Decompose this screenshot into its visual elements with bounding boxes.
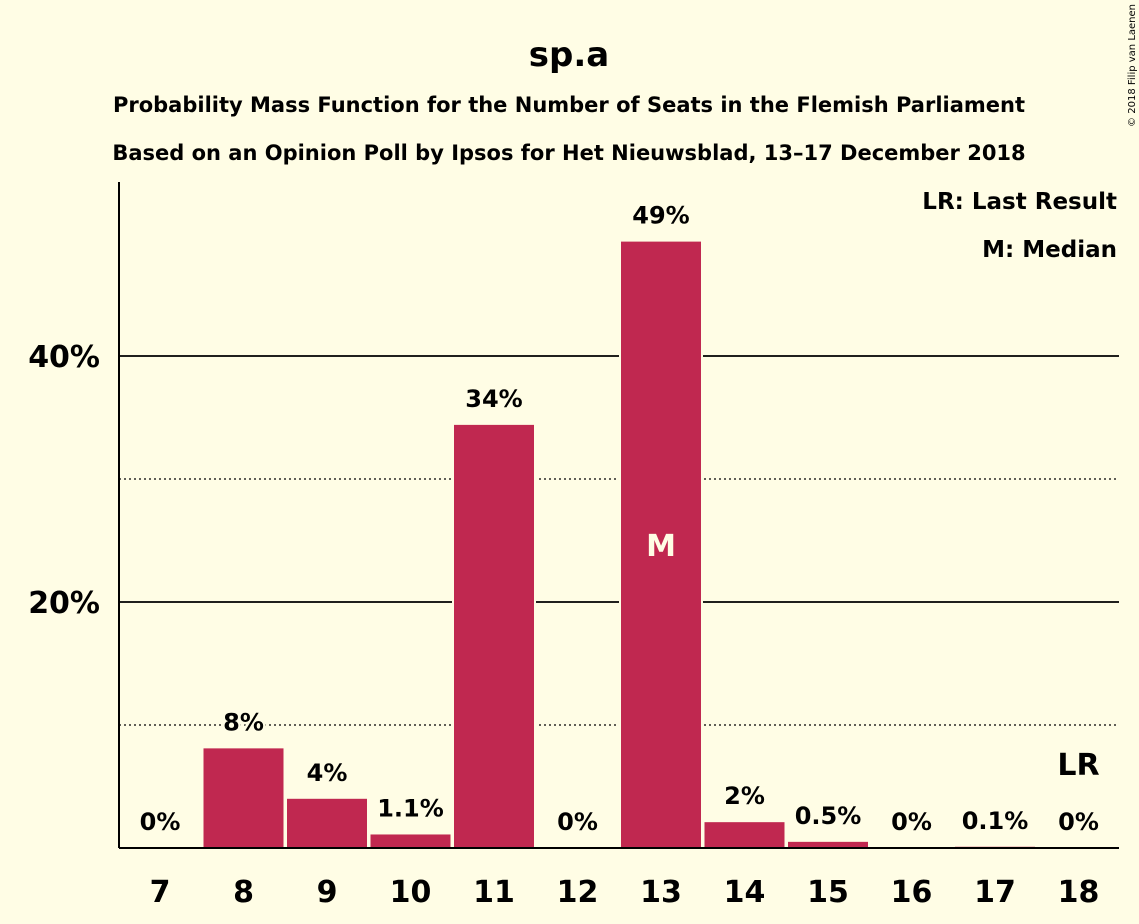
x-tick-labels: 7 8 9 10 11 12 13 14 15 16 17 18 — [150, 875, 1100, 910]
x-tick-label: 7 — [150, 875, 171, 910]
x-tick-label: 13 — [640, 875, 682, 910]
x-tick-label: 15 — [807, 875, 849, 910]
markers: M LR — [646, 529, 1100, 783]
y-tick-labels: 20% 40% — [28, 340, 100, 621]
chart-title: sp.a — [529, 35, 609, 75]
data-label: 0% — [1058, 808, 1099, 836]
axes — [118, 182, 1119, 849]
bar-8 — [203, 748, 284, 848]
y-tick-label: 40% — [28, 340, 100, 375]
x-tick-label: 12 — [557, 875, 599, 910]
bars — [201, 239, 1037, 849]
chart-subtitle-2: Based on an Opinion Poll by Ipsos for He… — [112, 141, 1025, 165]
bar-11 — [454, 424, 534, 848]
data-label: 0.5% — [795, 802, 862, 830]
x-tick-label: 9 — [317, 875, 338, 910]
bar-10 — [370, 834, 451, 848]
data-label: 34% — [465, 385, 522, 413]
chart-subtitle-1: Probability Mass Function for the Number… — [113, 93, 1025, 117]
data-label: 0% — [557, 808, 598, 836]
legend-median: M: Median — [982, 237, 1117, 263]
data-label: 8% — [223, 708, 264, 736]
data-label: 0.1% — [962, 807, 1029, 835]
data-label: 49% — [632, 202, 689, 230]
last-result-marker: LR — [1057, 748, 1099, 783]
data-label: 2% — [724, 782, 765, 810]
x-tick-label: 17 — [974, 875, 1016, 910]
median-marker: M — [646, 529, 676, 564]
x-tick-label: 14 — [724, 875, 766, 910]
x-tick-label: 10 — [390, 875, 432, 910]
bar-15 — [788, 841, 868, 848]
bar-9 — [287, 798, 367, 848]
legend-last-result: LR: Last Result — [922, 189, 1117, 215]
x-tick-label: 8 — [233, 875, 254, 910]
x-tick-label: 11 — [473, 875, 515, 910]
data-labels: 0% 8% 4% 1.1% 34% 0% 49% 2% 0.5% 0% 0.1% 0% — [137, 199, 1101, 838]
x-tick-label: 16 — [891, 875, 933, 910]
data-label: 4% — [307, 759, 348, 787]
data-label: 0% — [140, 808, 181, 836]
x-tick-label: 18 — [1058, 875, 1100, 910]
bar-halo — [953, 844, 1037, 848]
data-label: 1.1% — [377, 794, 444, 822]
data-label: 0% — [891, 808, 932, 836]
bar-14 — [704, 822, 785, 848]
copyright: © 2018 Filip van Laenen — [1127, 4, 1138, 127]
bar-13 — [621, 241, 701, 849]
y-tick-label: 20% — [28, 586, 100, 621]
